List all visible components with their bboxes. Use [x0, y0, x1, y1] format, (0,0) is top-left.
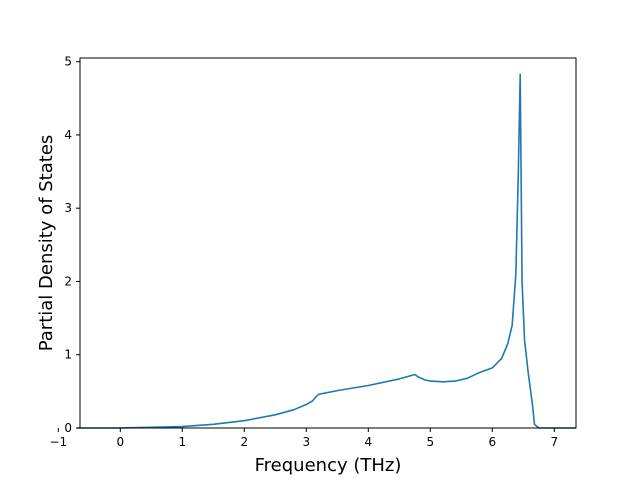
y-tick-label: 2: [64, 274, 72, 288]
y-tick-label: 5: [64, 55, 72, 69]
x-tick-label: 2: [240, 435, 248, 449]
x-axis-label: Frequency (THz): [255, 455, 402, 476]
x-tick-label: 3: [302, 435, 310, 449]
y-axis-label: Partial Density of States: [36, 135, 57, 352]
series-layer: [76, 73, 576, 429]
plot-area-frame: [79, 57, 577, 429]
series-line-0: [76, 73, 576, 429]
x-tick-label: 1: [178, 435, 186, 449]
x-tick-label: 4: [364, 435, 372, 449]
x-tick-label: 7: [550, 435, 558, 449]
x-tick-label: 6: [488, 435, 496, 449]
y-tick-label: 4: [64, 128, 72, 142]
x-axis-ticks: −1 0 1 2 3 4 5 6 7: [49, 428, 558, 449]
x-tick-label: 0: [116, 435, 124, 449]
x-tick-label: −1: [49, 435, 67, 449]
y-tick-label: 0: [64, 421, 72, 435]
y-tick-label: 1: [64, 348, 72, 362]
y-tick-label: 3: [64, 201, 72, 215]
y-axis-ticks: 0 1 2 3 4 5: [64, 55, 80, 435]
x-tick-label: 5: [426, 435, 434, 449]
